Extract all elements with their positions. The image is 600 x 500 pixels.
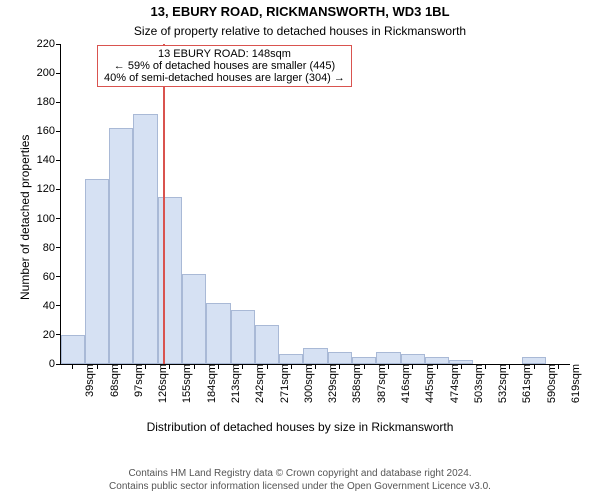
- y-tick-label: 80: [43, 242, 61, 254]
- x-tick-label: 68sqm: [103, 364, 121, 397]
- y-tick-label: 220: [37, 38, 61, 50]
- x-tick-label: 445sqm: [418, 364, 436, 403]
- x-tick-mark: [267, 364, 268, 369]
- histogram-bar: [133, 114, 157, 364]
- x-tick-mark: [97, 364, 98, 369]
- histogram-bar: [328, 352, 352, 364]
- x-tick-mark: [485, 364, 486, 369]
- annotation-line-2: ← 59% of detached houses are smaller (44…: [104, 60, 345, 72]
- x-tick-mark: [534, 364, 535, 369]
- x-tick-label: 155sqm: [175, 364, 193, 403]
- x-tick-label: 271sqm: [273, 364, 291, 403]
- histogram-bar: [352, 357, 376, 364]
- footer-line-2: Contains public sector information licen…: [0, 480, 600, 493]
- x-tick-mark: [388, 364, 389, 369]
- x-tick-label: 416sqm: [394, 364, 412, 403]
- y-tick-label: 0: [49, 358, 61, 370]
- x-tick-label: 97sqm: [127, 364, 145, 397]
- x-tick-label: 184sqm: [200, 364, 218, 403]
- chart-container: 13, EBURY ROAD, RICKMANSWORTH, WD3 1BL S…: [0, 0, 600, 500]
- y-tick-label: 120: [37, 183, 61, 195]
- x-tick-mark: [412, 364, 413, 369]
- y-tick-label: 160: [37, 125, 61, 137]
- x-tick-label: 503sqm: [467, 364, 485, 403]
- y-tick-label: 200: [37, 67, 61, 79]
- histogram-bar: [522, 357, 546, 364]
- x-tick-label: 242sqm: [248, 364, 266, 403]
- histogram-bar: [206, 303, 230, 364]
- x-tick-mark: [72, 364, 73, 369]
- x-tick-mark: [291, 364, 292, 369]
- x-tick-label: 474sqm: [443, 364, 461, 403]
- x-tick-label: 532sqm: [491, 364, 509, 403]
- histogram-bar: [376, 352, 400, 364]
- x-tick-mark: [339, 364, 340, 369]
- x-tick-mark: [461, 364, 462, 369]
- annotation-box: 13 EBURY ROAD: 148sqm ← 59% of detached …: [97, 45, 352, 87]
- annotation-line-1: 13 EBURY ROAD: 148sqm: [104, 48, 345, 60]
- x-tick-label: 213sqm: [224, 364, 242, 403]
- x-tick-mark: [169, 364, 170, 369]
- x-tick-mark: [121, 364, 122, 369]
- x-tick-label: 39sqm: [78, 364, 96, 397]
- footer-line-1: Contains HM Land Registry data © Crown c…: [0, 467, 600, 480]
- x-tick-mark: [145, 364, 146, 369]
- x-tick-mark: [242, 364, 243, 369]
- histogram-bar: [279, 354, 303, 364]
- histogram-bar: [231, 310, 255, 364]
- histogram-bar: [61, 335, 85, 364]
- x-tick-mark: [194, 364, 195, 369]
- y-tick-label: 60: [43, 271, 61, 283]
- y-tick-label: 20: [43, 329, 61, 341]
- x-tick-label: 590sqm: [540, 364, 558, 403]
- x-tick-mark: [558, 364, 559, 369]
- x-tick-label: 126sqm: [151, 364, 169, 403]
- histogram-bar: [425, 357, 449, 364]
- x-tick-label: 300sqm: [297, 364, 315, 403]
- histogram-bar: [109, 128, 133, 364]
- x-tick-mark: [218, 364, 219, 369]
- histogram-bar: [85, 179, 109, 364]
- plot-area: 02040608010012014016018020022039sqm68sqm…: [60, 45, 570, 365]
- x-tick-mark: [509, 364, 510, 369]
- x-tick-label: 619sqm: [564, 364, 582, 403]
- histogram-bar: [401, 354, 425, 364]
- histogram-bar: [158, 197, 182, 364]
- property-marker-line: [163, 44, 165, 364]
- y-tick-label: 40: [43, 300, 61, 312]
- y-tick-label: 180: [37, 96, 61, 108]
- histogram-bar: [255, 325, 279, 364]
- x-tick-label: 329sqm: [321, 364, 339, 403]
- chart-footer: Contains HM Land Registry data © Crown c…: [0, 467, 600, 493]
- histogram-bar: [303, 348, 327, 364]
- x-tick-mark: [437, 364, 438, 369]
- histogram-bar: [182, 274, 206, 364]
- y-axis-label: Number of detached properties: [18, 135, 32, 300]
- annotation-line-3: 40% of semi-detached houses are larger (…: [104, 72, 345, 84]
- x-tick-mark: [364, 364, 365, 369]
- x-axis-label: Distribution of detached houses by size …: [0, 420, 600, 434]
- chart-title: 13, EBURY ROAD, RICKMANSWORTH, WD3 1BL: [0, 4, 600, 19]
- x-tick-label: 358sqm: [345, 364, 363, 403]
- chart-subtitle: Size of property relative to detached ho…: [0, 24, 600, 38]
- y-tick-label: 100: [37, 213, 61, 225]
- y-tick-label: 140: [37, 154, 61, 166]
- x-tick-label: 561sqm: [515, 364, 533, 403]
- x-tick-mark: [315, 364, 316, 369]
- x-tick-label: 387sqm: [370, 364, 388, 403]
